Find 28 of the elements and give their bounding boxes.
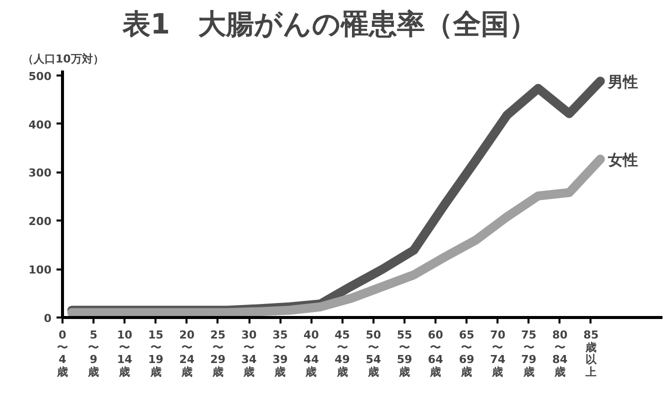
x-tick-label: 15〜19歳	[148, 328, 164, 379]
x-tick-label: 0〜4歳	[56, 328, 68, 379]
x-tick-label: 50〜54歳	[366, 328, 382, 379]
x-tick-label: 60〜64歳	[428, 328, 444, 379]
x-tick-label: 10〜14歳	[117, 328, 133, 379]
y-tick-label: 500	[28, 70, 52, 83]
y-tick-label: 400	[28, 118, 52, 132]
series-label: 男性	[607, 73, 638, 92]
x-tick-label: 45〜49歳	[334, 328, 350, 379]
chart-title: 表1 大腸がんの罹患率（全国）	[122, 8, 537, 40]
x-tick-label: 85歳以上	[583, 328, 599, 379]
x-tick-label: 65〜69歳	[458, 328, 474, 379]
y-tick-label: 300	[28, 166, 52, 180]
x-tick-label: 55〜59歳	[396, 328, 412, 379]
x-tick-label: 5〜9歳	[87, 328, 100, 379]
x-tick-label: 20〜24歳	[179, 328, 195, 379]
y-tick-label: 200	[28, 215, 52, 228]
x-tick-label: 70〜74歳	[490, 328, 506, 379]
x-tick-label: 40〜44歳	[304, 328, 320, 379]
y-axis-title: （人口10万対）	[22, 52, 104, 66]
x-tick-label: 80〜84歳	[552, 328, 568, 379]
series-label: 女性	[607, 151, 638, 170]
x-tick-label: 75〜79歳	[521, 328, 536, 379]
x-tick-label: 25〜29歳	[210, 328, 226, 379]
y-tick-label: 0	[44, 312, 52, 325]
x-tick-label: 35〜39歳	[272, 328, 288, 379]
y-tick-label: 100	[28, 264, 52, 277]
x-tick-label: 30〜34歳	[241, 328, 258, 379]
